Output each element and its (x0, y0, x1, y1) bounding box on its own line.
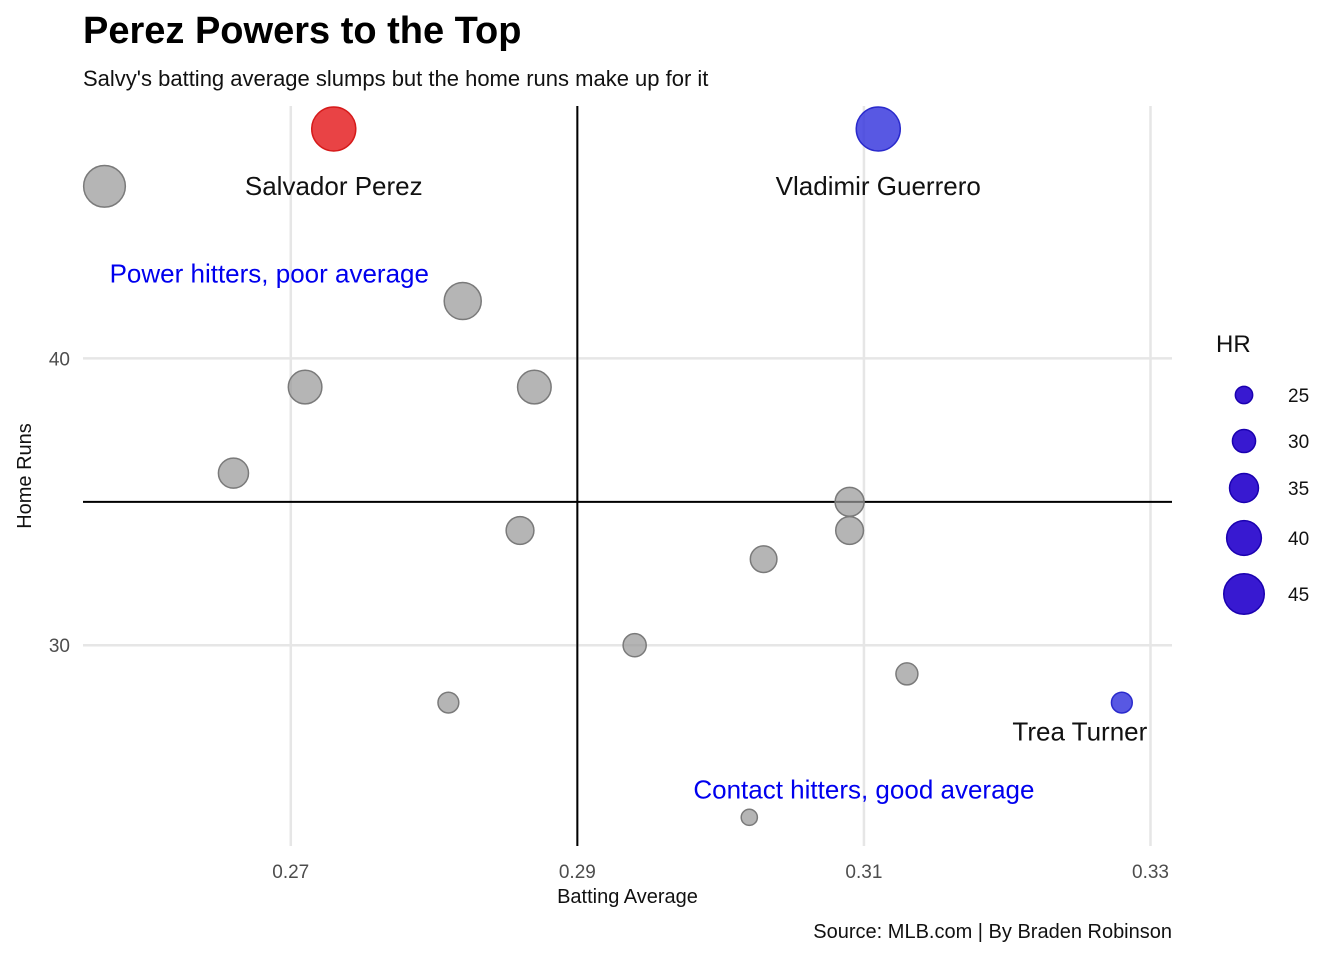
legend-title: HR (1216, 331, 1251, 358)
legend-label: 35 (1288, 479, 1309, 500)
y-tick-label: 30 (49, 636, 70, 657)
legend-key (1231, 428, 1257, 454)
point-label: Trea Turner (1012, 717, 1147, 747)
data-point (505, 515, 535, 546)
x-tick-label: 0.33 (1132, 862, 1169, 883)
data-point (437, 691, 460, 714)
point-label: Salvador Perez (245, 171, 423, 201)
quadrant-annotation: Contact hitters, good average (693, 775, 1034, 805)
x-tick-label: 0.29 (559, 862, 596, 883)
legend-key (1222, 572, 1266, 616)
axis-ticks: 0.27 0.29 0.31 0.33 30 40 (49, 349, 1169, 883)
data-point (622, 632, 647, 658)
point-vladimir-guerrero (855, 106, 902, 152)
quadrant-annotation: Power hitters, poor average (110, 258, 429, 288)
y-tick-label: 40 (49, 349, 70, 370)
x-tick-label: 0.31 (845, 862, 882, 883)
x-axis-title: Batting Average (557, 886, 698, 908)
chart-title: Perez Powers to the Top (83, 10, 522, 52)
point-salvador-perez (311, 106, 357, 152)
legend-key (1228, 472, 1260, 504)
legend-key (1234, 385, 1254, 405)
y-axis-title: Home Runs (14, 423, 36, 529)
data-point (287, 369, 323, 405)
legend-key (1225, 519, 1263, 557)
reference-lines (83, 106, 1172, 846)
data-point (82, 164, 127, 208)
legend-label: 45 (1288, 585, 1309, 606)
chart-subtitle: Salvy's batting average slumps but the h… (83, 66, 709, 91)
data-points (82, 106, 1133, 827)
data-point (834, 486, 865, 518)
data-point (740, 808, 759, 827)
legend-label: 30 (1288, 432, 1309, 453)
data-point (217, 457, 250, 489)
chart-caption: Source: MLB.com | By Braden Robinson (813, 921, 1172, 943)
data-point (895, 662, 919, 686)
data-point (834, 515, 865, 546)
point-labels: Salvador Perez Vladimir Guerrero Trea Turn… (110, 171, 1148, 805)
point-trea-turner (1110, 691, 1133, 714)
x-tick-label: 0.27 (272, 862, 309, 883)
data-point (516, 369, 552, 405)
point-label: Vladimir Guerrero (776, 171, 981, 201)
size-legend: HR 25 30 35 40 45 (1216, 331, 1309, 616)
legend-label: 40 (1288, 529, 1309, 550)
data-point (443, 281, 482, 321)
data-point (749, 545, 778, 574)
legend-label: 25 (1288, 386, 1309, 407)
grid-lines (83, 106, 1172, 846)
